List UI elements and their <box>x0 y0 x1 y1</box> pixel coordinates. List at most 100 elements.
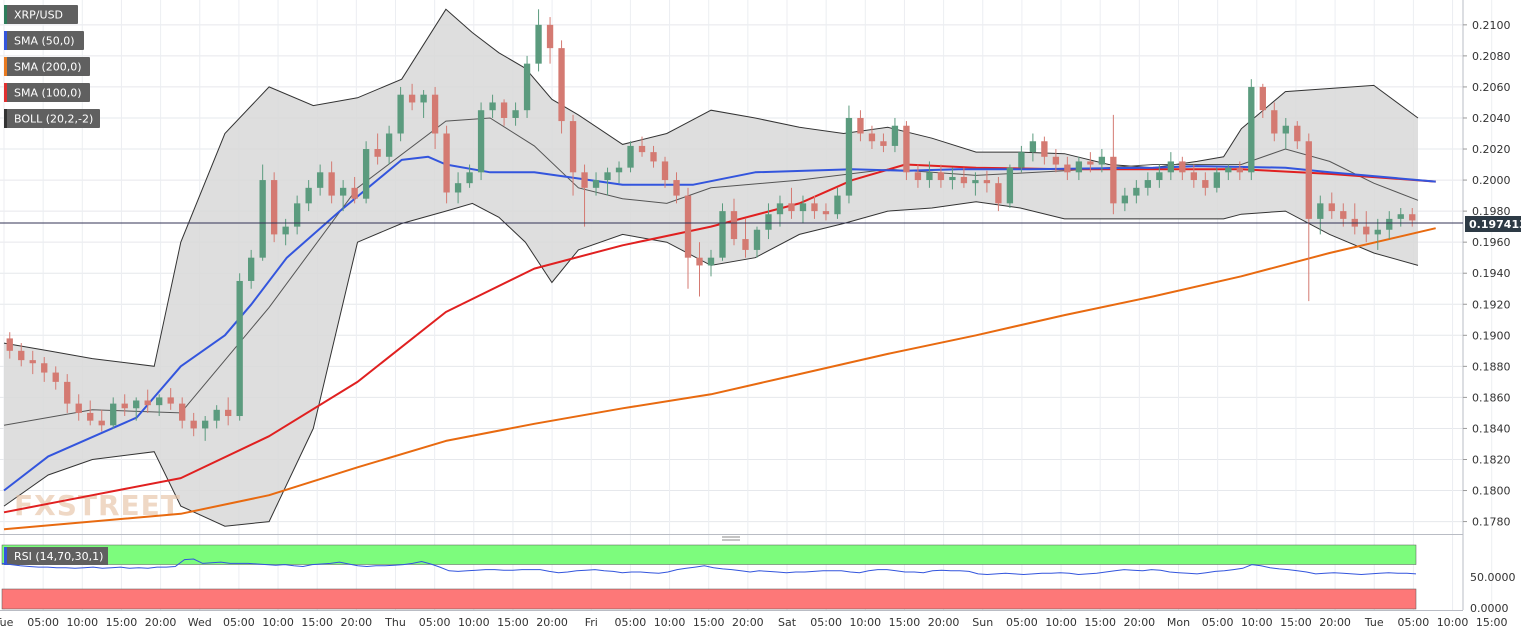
candle-body <box>1363 226 1370 235</box>
candle <box>133 397 140 421</box>
candle-body <box>1386 218 1393 230</box>
candle-body <box>259 180 266 258</box>
candle <box>834 187 841 219</box>
candle-body <box>914 172 922 181</box>
candle-body <box>546 24 554 49</box>
candle-body <box>179 403 186 421</box>
candle-body <box>627 145 634 168</box>
candle-body <box>87 412 94 421</box>
legend-box[interactable] <box>4 109 100 128</box>
candle <box>293 195 301 235</box>
candle-body <box>6 338 13 351</box>
candle-body <box>1259 86 1266 111</box>
candle-body <box>52 372 59 382</box>
candle-body <box>64 381 71 404</box>
candle <box>661 156 669 188</box>
time-axis[interactable]: Tue 05:00 10:00 15:00 20:00 Wed 05:00 10:00 15:0… <box>0 610 1508 630</box>
legend-item[interactable]: SMA (100,0) <box>4 83 90 102</box>
x-tick-label: 10:00 <box>458 616 490 629</box>
candle-body <box>190 420 197 429</box>
candle-body <box>1029 141 1037 153</box>
x-tick-label: Thu <box>384 616 406 629</box>
candle-body <box>144 400 151 406</box>
legend-item[interactable]: XRP/USD <box>4 5 78 24</box>
sma-200-line <box>3 227 1436 531</box>
x-tick-label: 15:00 <box>1280 616 1312 629</box>
candle-body <box>650 152 657 162</box>
candle <box>328 161 335 204</box>
rsi-legend-box[interactable] <box>4 547 108 565</box>
legend-box[interactable] <box>4 31 84 50</box>
candle <box>225 397 232 426</box>
rsi-overbought-zone <box>1 544 1417 565</box>
candle-body <box>834 195 841 215</box>
candle <box>914 164 922 188</box>
candle-body <box>236 280 243 417</box>
candle-body <box>995 183 1002 204</box>
candle-body <box>1225 167 1232 173</box>
x-tick-label: 15:00 <box>889 616 921 629</box>
legend-item[interactable]: SMA (50,0) <box>4 31 84 50</box>
candle-body <box>696 257 703 266</box>
candle-body <box>661 161 669 181</box>
legend-item[interactable]: SMA (200,0) <box>4 57 90 76</box>
legend: XRP/USD SMA (50,0) SMA (200,0) SMA (100,0) B… <box>4 5 100 128</box>
candle-body <box>1271 110 1278 134</box>
rsi-legend-item[interactable]: RSI (14,70,30,1) <box>4 547 108 565</box>
candle <box>960 167 968 188</box>
y-tick-label: 0.2020 <box>1472 143 1511 156</box>
candle-body <box>799 203 807 212</box>
candle <box>110 397 117 429</box>
legend-label: SMA (100,0) <box>14 87 82 100</box>
candle-body <box>903 125 910 173</box>
candle-body <box>443 133 450 193</box>
legend-box[interactable] <box>4 57 90 76</box>
candle <box>121 394 128 417</box>
candle <box>18 343 25 367</box>
candle <box>500 99 508 126</box>
legend-item[interactable]: BOLL (20,2,-2) <box>4 109 100 128</box>
candle-body <box>983 180 991 184</box>
rsi-line <box>1 558 1417 576</box>
y-tick-label: 0.1940 <box>1472 267 1511 280</box>
candle-body <box>1340 211 1347 219</box>
y-tick-label: 0.1840 <box>1472 422 1511 435</box>
candle <box>891 117 899 153</box>
candle-body <box>1282 125 1289 134</box>
candle-body <box>1409 214 1416 221</box>
x-tick-label: 20:00 <box>1123 616 1155 629</box>
y-tick-label: 0.1980 <box>1472 205 1511 218</box>
y-tick-label: 0.1800 <box>1472 485 1511 498</box>
candle-body <box>121 403 128 409</box>
pane-divider[interactable] <box>722 536 740 541</box>
candle <box>1409 208 1416 227</box>
candle-body <box>1374 229 1381 235</box>
price-axis[interactable]: 0.2100 0.2080 0.2060 0.2040 0.2020 0.2000 0.19… <box>1463 19 1511 529</box>
candle-body <box>98 420 105 426</box>
candle <box>799 195 807 224</box>
candle <box>903 121 910 181</box>
candle <box>719 203 726 261</box>
candle-body <box>707 257 715 266</box>
candle-body <box>765 214 772 230</box>
candle-body <box>282 226 289 235</box>
candle-body <box>811 203 818 212</box>
price-tag: 0.197413 <box>1465 216 1527 232</box>
y-tick-label: 0.2060 <box>1472 81 1511 94</box>
legend-box[interactable] <box>4 83 90 102</box>
legend-box[interactable] <box>4 5 78 24</box>
candle <box>408 83 416 111</box>
candle-body <box>270 180 278 235</box>
candle-body <box>110 403 117 426</box>
candle <box>995 176 1002 212</box>
candle <box>236 273 243 421</box>
candle <box>937 164 945 188</box>
x-tick-label: 05:00 <box>1006 616 1038 629</box>
candle <box>1029 133 1037 162</box>
rsi-oversold-zone <box>1 588 1417 610</box>
candle-body <box>730 211 738 240</box>
y-tick-label: 0.1920 <box>1472 298 1511 311</box>
candle <box>1317 195 1324 235</box>
candle-body <box>351 187 358 199</box>
candle <box>926 161 933 188</box>
